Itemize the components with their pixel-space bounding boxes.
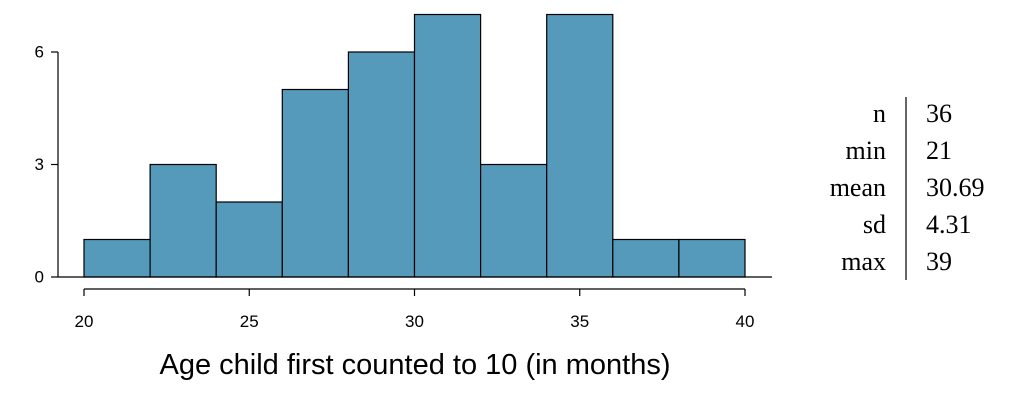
stat-label-n: n	[873, 99, 886, 128]
histogram-bar-20-22	[83, 238, 151, 278]
histogram-bar-28-30	[347, 51, 416, 278]
histogram-bar-34-36	[546, 13, 614, 278]
y-tick-label: 0	[35, 268, 44, 287]
y-tick-label: 6	[35, 43, 44, 62]
x-tick-label: 35	[570, 312, 589, 331]
stat-value-max: 39	[926, 247, 952, 276]
stat-label-min: min	[846, 136, 886, 165]
x-tick-label: 40	[736, 312, 755, 331]
stat-value-sd: 4.31	[926, 210, 972, 239]
histogram-bar-22-24	[149, 163, 217, 278]
stat-value-n: 36	[926, 99, 952, 128]
summary-stats-table: n 36 min 21 mean 30.69 sd 4.31 max 39	[830, 97, 985, 280]
x-tick-label: 20	[75, 312, 94, 331]
x-axis-title: Age child first counted to 10 (in months…	[160, 349, 671, 381]
histogram-bar-36-38	[612, 238, 680, 278]
x-tick-label: 25	[240, 312, 259, 331]
stat-label-mean: mean	[830, 173, 886, 202]
x-axis: 20 25 30 35 40	[58, 276, 772, 331]
histogram-bar-38-40	[678, 238, 746, 278]
histogram-bar-26-28	[281, 88, 349, 278]
histogram-bar-24-26	[215, 201, 283, 278]
stat-value-min: 21	[926, 136, 952, 165]
histogram-bars	[83, 13, 746, 278]
histogram-bar-32-34	[480, 163, 548, 278]
histogram-bar-30-32	[413, 13, 482, 278]
stat-value-mean: 30.69	[926, 173, 985, 202]
stat-label-max: max	[841, 247, 886, 276]
stat-label-sd: sd	[863, 210, 886, 239]
y-tick-label: 3	[35, 155, 44, 174]
x-tick-label: 30	[405, 312, 424, 331]
y-axis: 0 3 6	[35, 43, 59, 287]
